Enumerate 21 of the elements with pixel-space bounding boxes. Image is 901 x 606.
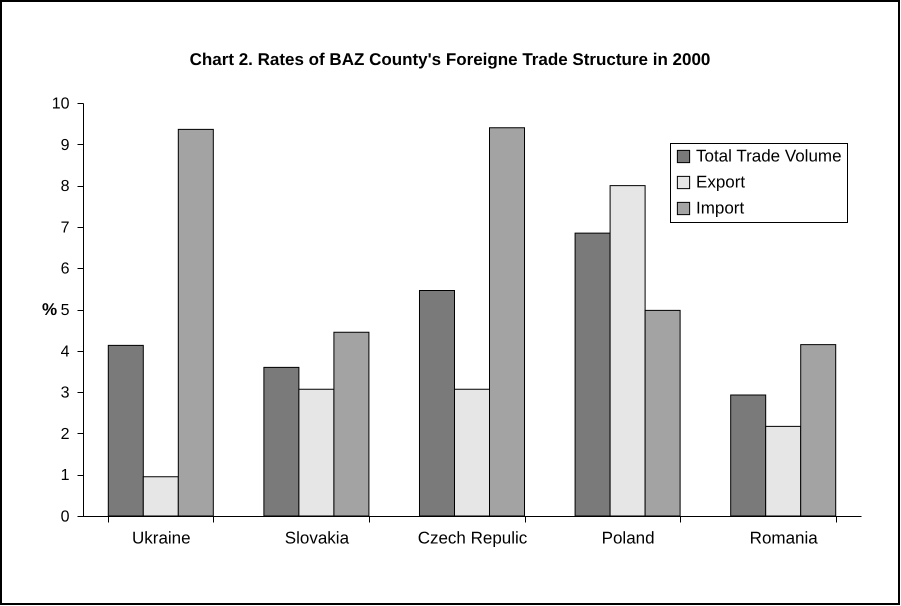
x-tick-label: Slovakia xyxy=(284,528,350,548)
legend-label: Export xyxy=(696,172,746,192)
y-tick-label: 8 xyxy=(60,178,70,196)
x-tick-label: Romania xyxy=(750,528,818,548)
y-tick-label: 2 xyxy=(60,426,70,443)
x-tick-label: Czech Repulic xyxy=(418,528,528,548)
y-tick-label: 6 xyxy=(60,260,70,278)
legend-label: Import xyxy=(696,198,744,218)
y-tick-label: 7 xyxy=(60,219,70,236)
y-axis-title: % xyxy=(42,300,58,319)
chart-title: Chart 2. Rates of BAZ County's Foreigne Trade Structure in 2000 xyxy=(190,50,710,69)
y-tick-label: 0 xyxy=(60,508,70,526)
x-tick-label: Poland xyxy=(602,528,655,548)
y-tick-label: 5 xyxy=(60,302,70,319)
legend-label: Total Trade Volume xyxy=(696,146,842,166)
x-tick-label: Ukraine xyxy=(132,528,191,548)
y-tick-label: 9 xyxy=(60,136,70,154)
y-tick-label: 4 xyxy=(60,343,70,360)
y-tick-label: 1 xyxy=(60,467,70,484)
y-tick-label: 3 xyxy=(60,384,70,402)
y-tick-label: 10 xyxy=(52,96,70,112)
